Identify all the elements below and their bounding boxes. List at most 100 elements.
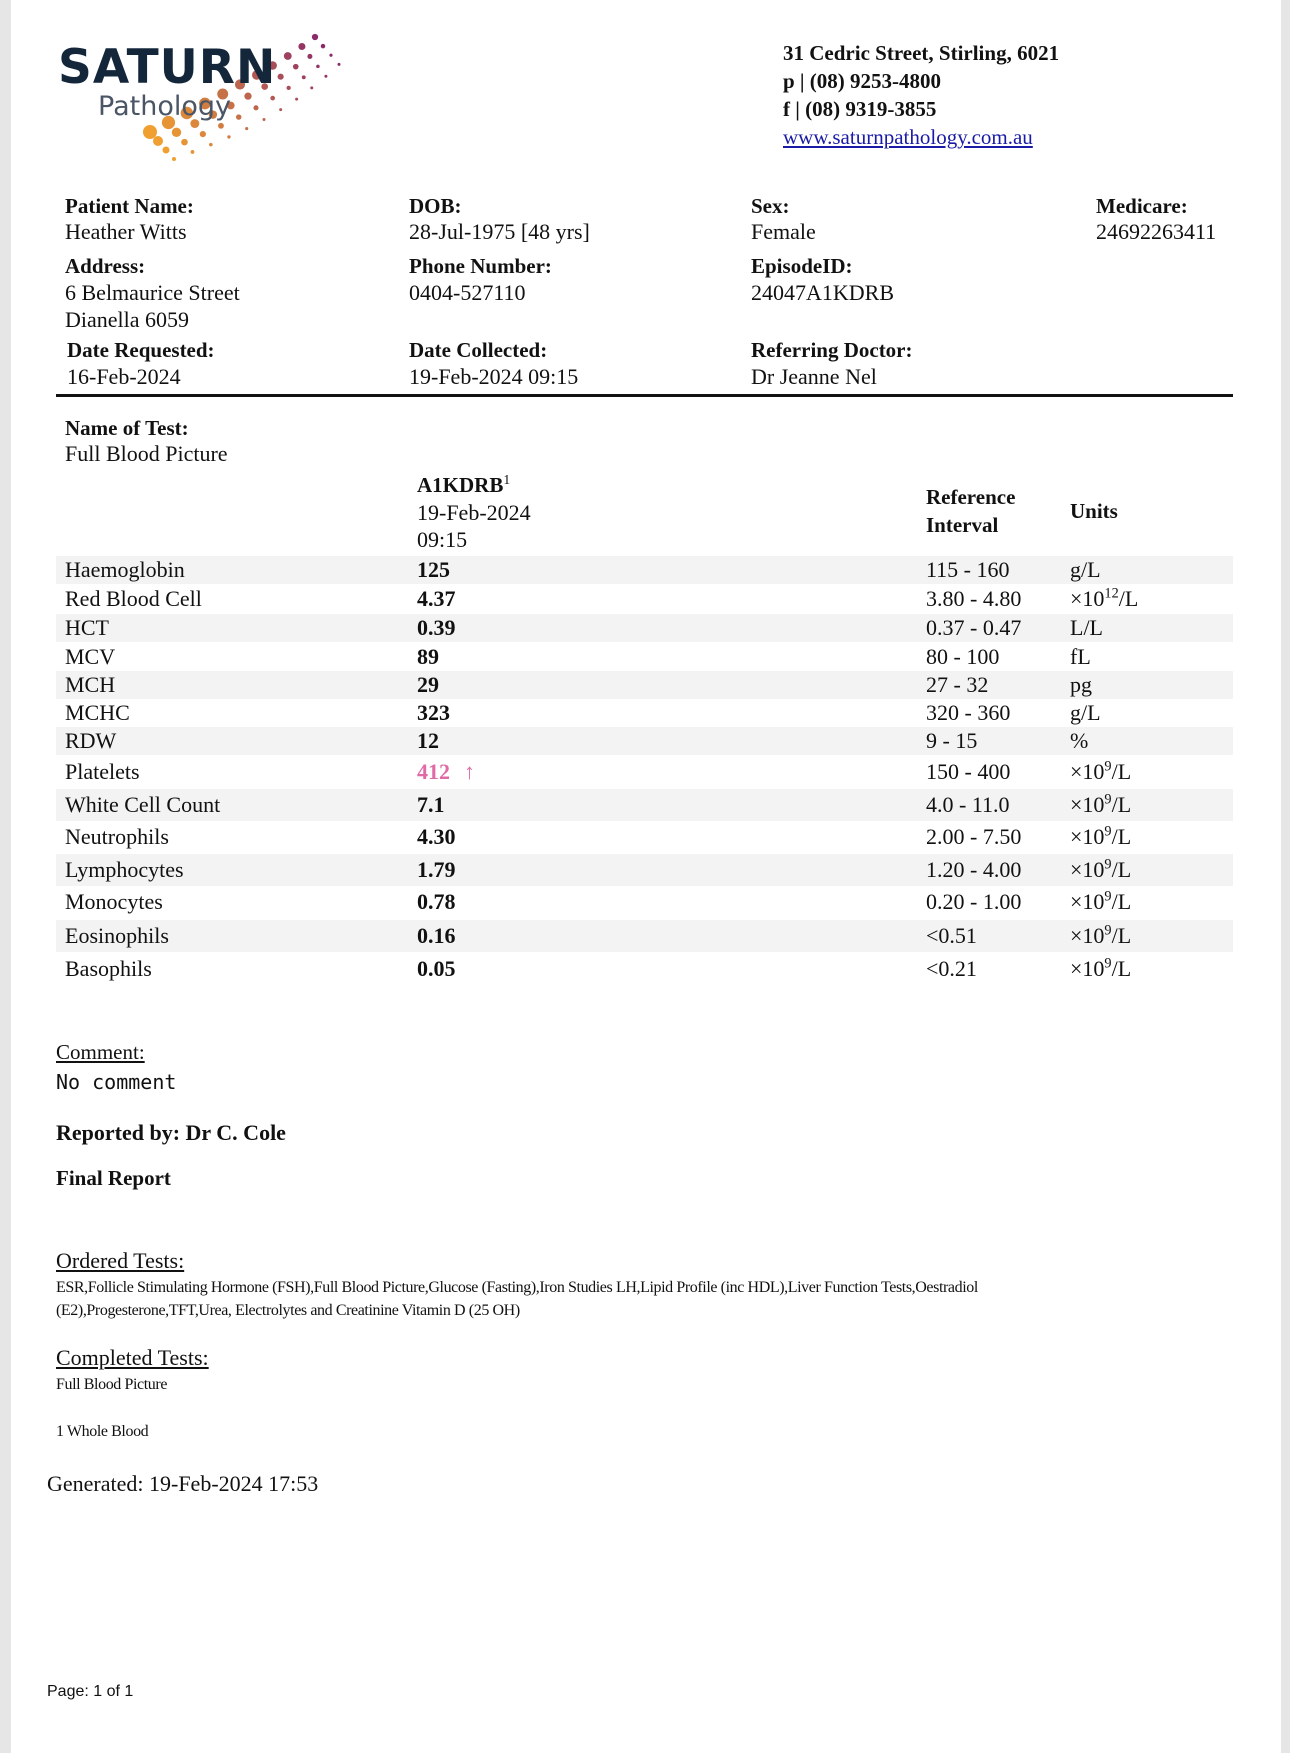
page-number: Page: 1 of 1 [47, 1683, 134, 1700]
result-unit: g/L [1070, 556, 1101, 582]
episode-label: EpisodeID: [751, 254, 853, 278]
logo-dot [253, 105, 259, 111]
reported-by: Reported by: Dr C. Cole [56, 1120, 286, 1145]
reference-interval: 1.20 - 4.00 [926, 856, 1022, 882]
logo-dot [190, 150, 195, 154]
header-divider [56, 394, 1233, 397]
logo-dot [251, 70, 262, 80]
analyte-name: Haemoglobin [65, 556, 185, 582]
saturn-logo: SATURN Pathology [55, 20, 355, 172]
result-value: 125 [417, 556, 450, 582]
result-value: 323 [417, 699, 450, 725]
analyte-name: MCH [65, 671, 116, 697]
logo-dot [143, 125, 157, 139]
logo-dot [320, 43, 326, 49]
result-row: HCT 0.39 0.37 - 0.47 L/L [56, 614, 1233, 642]
result-value: 0.05 [417, 955, 456, 981]
logo-dot [329, 53, 333, 57]
generated-timestamp: Generated: 19-Feb-2024 17:53 [47, 1471, 319, 1496]
reference-interval: 27 - 32 [926, 671, 989, 697]
episode-column-id: A1KDRB1 [417, 471, 511, 497]
result-row: Lymphocytes 1.79 1.20 - 4.00 ×109/L [56, 854, 1233, 886]
logo-dot [262, 117, 266, 121]
logo-dot [316, 64, 320, 69]
date-collected-label: Date Collected: [409, 338, 548, 362]
result-unit: g/L [1070, 699, 1101, 725]
referring-doctor-label: Referring Doctor: [751, 338, 913, 362]
logo-dot [307, 53, 313, 59]
address-line1: 6 Belmaurice Street [65, 280, 240, 305]
result-row: Eosinophils 0.16 <0.51 ×109/L [56, 920, 1233, 952]
analyte-name: Eosinophils [65, 922, 169, 948]
logo-dot [190, 119, 200, 128]
analyte-name: Red Blood Cell [65, 585, 202, 611]
reference-interval: 9 - 15 [926, 727, 978, 753]
logo-dot [245, 127, 249, 131]
result-value: 1.79 [417, 856, 456, 882]
analyte-name: Monocytes [65, 888, 163, 914]
logo-dot [298, 42, 306, 51]
dob-label: DOB: [409, 194, 462, 218]
result-row: Neutrophils 4.30 2.00 - 7.50 ×109/L [56, 821, 1233, 853]
test-name: Full Blood Picture [65, 441, 228, 466]
result-row: Platelets 412 ↑ 150 - 400 ×109/L [56, 756, 1233, 787]
reference-header-1: Reference [926, 485, 1016, 509]
units-header: Units [1070, 499, 1118, 523]
logo-dot [227, 135, 231, 139]
analyte-name: Lymphocytes [65, 856, 184, 882]
analyte-name: HCT [65, 614, 109, 640]
specimen-note: 1 Whole Blood [56, 1423, 149, 1440]
logo-dot [181, 138, 188, 146]
analyte-name: Basophils [65, 955, 152, 981]
logo-dot [244, 92, 252, 100]
reference-interval: 2.00 - 7.50 [926, 823, 1022, 849]
result-value: 0.16 [417, 922, 456, 948]
logo-dot [310, 86, 314, 90]
result-unit: ×109/L [1070, 922, 1132, 948]
logo-dot [209, 142, 213, 147]
report-page: SATURN Pathology 31 Cedric Street, Stirl… [11, 0, 1281, 1753]
result-value: 7.1 [417, 791, 445, 817]
result-row: Monocytes 0.78 0.20 - 1.00 ×109/L [56, 886, 1233, 918]
logo-dot [234, 79, 246, 90]
logo-dot [217, 88, 229, 100]
logo-dot [311, 33, 319, 41]
result-value: 412 ↑ [417, 758, 475, 784]
logo-dot [226, 101, 235, 110]
lab-fax: f | (08) 9319-3855 [783, 97, 937, 121]
column-time: 09:15 [417, 527, 468, 552]
date-requested-label: Date Requested: [67, 338, 215, 362]
logo-subtitle: Pathology [98, 91, 231, 122]
logo-dot [218, 122, 224, 129]
medicare: 24692263411 [1096, 219, 1217, 244]
logo-dot [199, 97, 211, 110]
date-collected: 19-Feb-2024 09:15 [409, 364, 579, 389]
analyte-name: MCHC [65, 699, 130, 725]
result-unit: ×109/L [1070, 888, 1132, 914]
reference-interval: 0.37 - 0.47 [926, 614, 1022, 640]
reference-interval: <0.21 [926, 955, 977, 981]
logo-dot [286, 85, 291, 91]
analyte-name: Neutrophils [65, 823, 169, 849]
lab-address: 31 Cedric Street, Stirling, 6021 [783, 41, 1060, 65]
logo-dot [162, 146, 170, 154]
logo-dot [268, 61, 277, 70]
ordered-tests-line2: (E2),Progesterone,TFT,Urea, Electrolytes… [56, 1302, 520, 1319]
comment-text: No comment [56, 1070, 177, 1094]
logo-dot [235, 114, 242, 120]
analyte-name: Platelets [65, 758, 140, 784]
reference-interval: 150 - 400 [926, 758, 1011, 784]
logo-dot [292, 63, 299, 70]
referring-doctor: Dr Jeanne Nel [751, 364, 877, 389]
reference-interval: 4.0 - 11.0 [926, 791, 1010, 817]
lab-website-link[interactable]: www.saturnpathology.com.au [783, 125, 1033, 149]
result-row: White Cell Count 7.1 4.0 - 11.0 ×109/L [56, 789, 1233, 821]
phone-label: Phone Number: [409, 254, 552, 278]
medicare-label: Medicare: [1096, 194, 1188, 218]
reference-interval: 3.80 - 4.80 [926, 585, 1022, 611]
logo-dot [161, 115, 176, 130]
result-row: MCHC 323 320 - 360 g/L [56, 699, 1233, 727]
reference-interval: 320 - 360 [926, 699, 1011, 725]
result-unit: ×109/L [1070, 823, 1132, 849]
ordered-tests-line1: ESR,Follicle Stimulating Hormone (FSH),F… [56, 1279, 978, 1296]
